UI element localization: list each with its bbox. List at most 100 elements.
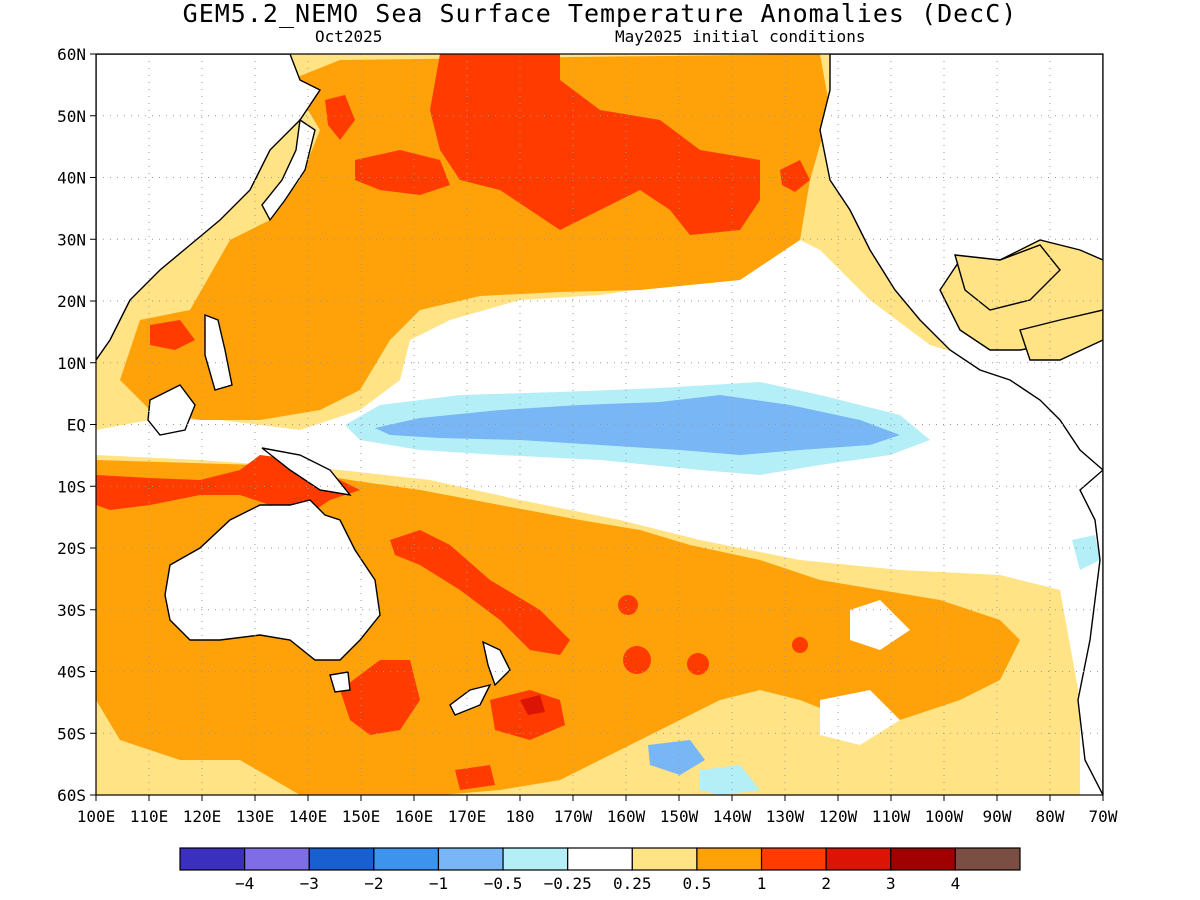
equatorial-light-blue	[375, 395, 900, 455]
south-america	[1077, 469, 1103, 795]
colorbar-swatch	[696, 847, 763, 871]
lon-tick-label: 130E	[236, 807, 275, 826]
colorbar-swatch	[179, 847, 246, 871]
nz-south-red	[490, 690, 565, 740]
new-zealand-north	[482, 640, 511, 687]
lon-tick-label: 160E	[395, 807, 434, 826]
southern-white-b	[850, 600, 910, 650]
japan	[261, 118, 316, 222]
lat-tick-label: 20N	[57, 292, 86, 311]
lat-tick-label: 50N	[57, 107, 86, 126]
chart-title: GEM5.2_NEMO Sea Surface Temperature Anom…	[182, 0, 1018, 28]
colorbar-swatch	[502, 847, 569, 871]
colorbar-swatch	[437, 847, 504, 871]
southeast-cyan-strip	[1072, 535, 1100, 570]
colorbar-label: 3	[886, 874, 896, 893]
longitude-axis: 100E 110E 120E 130E 140E 150E 160E 170E 180 170W 1…	[77, 795, 1118, 826]
australia	[164, 499, 381, 661]
tasmania	[329, 671, 351, 693]
southern-red	[455, 765, 495, 790]
colorbar-swatch	[825, 847, 892, 871]
gulf-of-mexico	[954, 244, 1061, 311]
southern-light-blue	[648, 740, 705, 775]
lat-tick-label: 20S	[57, 539, 86, 558]
colorbar-label: 2	[821, 874, 831, 893]
colorbar-label: 4	[951, 874, 961, 893]
lon-tick-label: 150W	[660, 807, 699, 826]
lon-tick-label: 100W	[925, 807, 964, 826]
lat-tick-label: 10S	[57, 477, 86, 496]
philippines	[204, 313, 233, 391]
colorbar-label: −0.5	[484, 874, 523, 893]
lon-tick-label: 170W	[554, 807, 593, 826]
colorbar-label: −1	[429, 874, 448, 893]
new-guinea	[261, 447, 352, 496]
japan-sea-red	[325, 95, 355, 140]
lon-tick-label: 100E	[77, 807, 116, 826]
southeast-red	[520, 695, 545, 715]
lon-tick-label: 110E	[130, 807, 169, 826]
philippine-red	[150, 320, 195, 350]
lat-tick-label: 40N	[57, 169, 86, 188]
tasman-red	[340, 660, 420, 735]
colorbar-label: 0.25	[613, 874, 652, 893]
lat-tick-label: 30S	[57, 601, 86, 620]
colorbar-swatch	[631, 847, 698, 871]
north-pacific-red-b	[355, 150, 450, 195]
caribbean	[1019, 309, 1103, 361]
landmasses	[96, 54, 1103, 795]
new-zealand-south	[449, 683, 492, 716]
colorbar-swatch	[954, 847, 1021, 871]
lon-tick-label: 110W	[872, 807, 911, 826]
north-pacific-red-c	[780, 160, 810, 192]
lat-tick-label: 50S	[57, 724, 86, 743]
south-pacific-red-spot-a	[623, 646, 651, 674]
lon-tick-label: 120W	[819, 807, 858, 826]
init-conditions-label: May2025 initial conditions	[615, 27, 866, 46]
north-pacific-red-a	[430, 54, 760, 235]
lat-tick-label: 10N	[57, 354, 86, 373]
lon-tick-label: 120E	[183, 807, 222, 826]
colorbar-label: 1	[757, 874, 767, 893]
borneo	[147, 384, 196, 436]
lat-tick-label: 60N	[57, 45, 86, 64]
south-pacific-red-spot-d	[792, 637, 808, 653]
lon-tick-label: 170E	[448, 807, 487, 826]
colorbar-label: 0.5	[682, 874, 711, 893]
south-pacific-red-spot-b	[687, 653, 709, 675]
lat-tick-label: 40S	[57, 663, 86, 682]
colorbar-label: −4	[235, 874, 254, 893]
asia-mainland	[96, 54, 322, 362]
colorbar: −4 −3 −2 −1 −0.5 −0.25 0.25 0.5 1 2 3 4	[179, 847, 1021, 893]
colorbar-label: −2	[364, 874, 383, 893]
colorbar-swatch	[890, 847, 956, 871]
lat-tick-label: EQ	[67, 416, 86, 435]
lon-tick-label: 80W	[1036, 807, 1065, 826]
lon-tick-label: 150E	[342, 807, 381, 826]
anomaly-field	[96, 54, 1103, 795]
lat-tick-label: 60S	[57, 786, 86, 805]
lon-tick-label: 70W	[1089, 807, 1118, 826]
latitude-axis: 60N 50N 40N 30N 20N 10N EQ 10S 20S 30S 40S 50S 60S	[57, 45, 96, 805]
colorbar-swatch	[373, 847, 440, 871]
colorbar-swatch	[567, 847, 633, 871]
lon-tick-label: 180	[506, 807, 535, 826]
colorbar-swatch	[308, 847, 375, 871]
southern-light-cyan	[700, 765, 760, 795]
colorbar-label: −3	[300, 874, 319, 893]
lon-tick-label: 130W	[766, 807, 805, 826]
lon-tick-label: 140W	[713, 807, 752, 826]
lon-tick-label: 160W	[607, 807, 646, 826]
colorbar-swatch	[760, 847, 827, 871]
target-month-label: Oct2025	[315, 27, 383, 46]
spcz-red	[390, 530, 570, 655]
colorbar-swatch	[244, 847, 310, 871]
colorbar-label: −0.25	[544, 874, 592, 893]
north-america	[819, 54, 1103, 471]
lon-tick-label: 90W	[983, 807, 1012, 826]
lat-tick-label: 30N	[57, 230, 86, 249]
southern-white-a	[820, 690, 900, 745]
south-pacific-red-spot-c	[618, 595, 638, 615]
lon-tick-label: 140E	[289, 807, 328, 826]
